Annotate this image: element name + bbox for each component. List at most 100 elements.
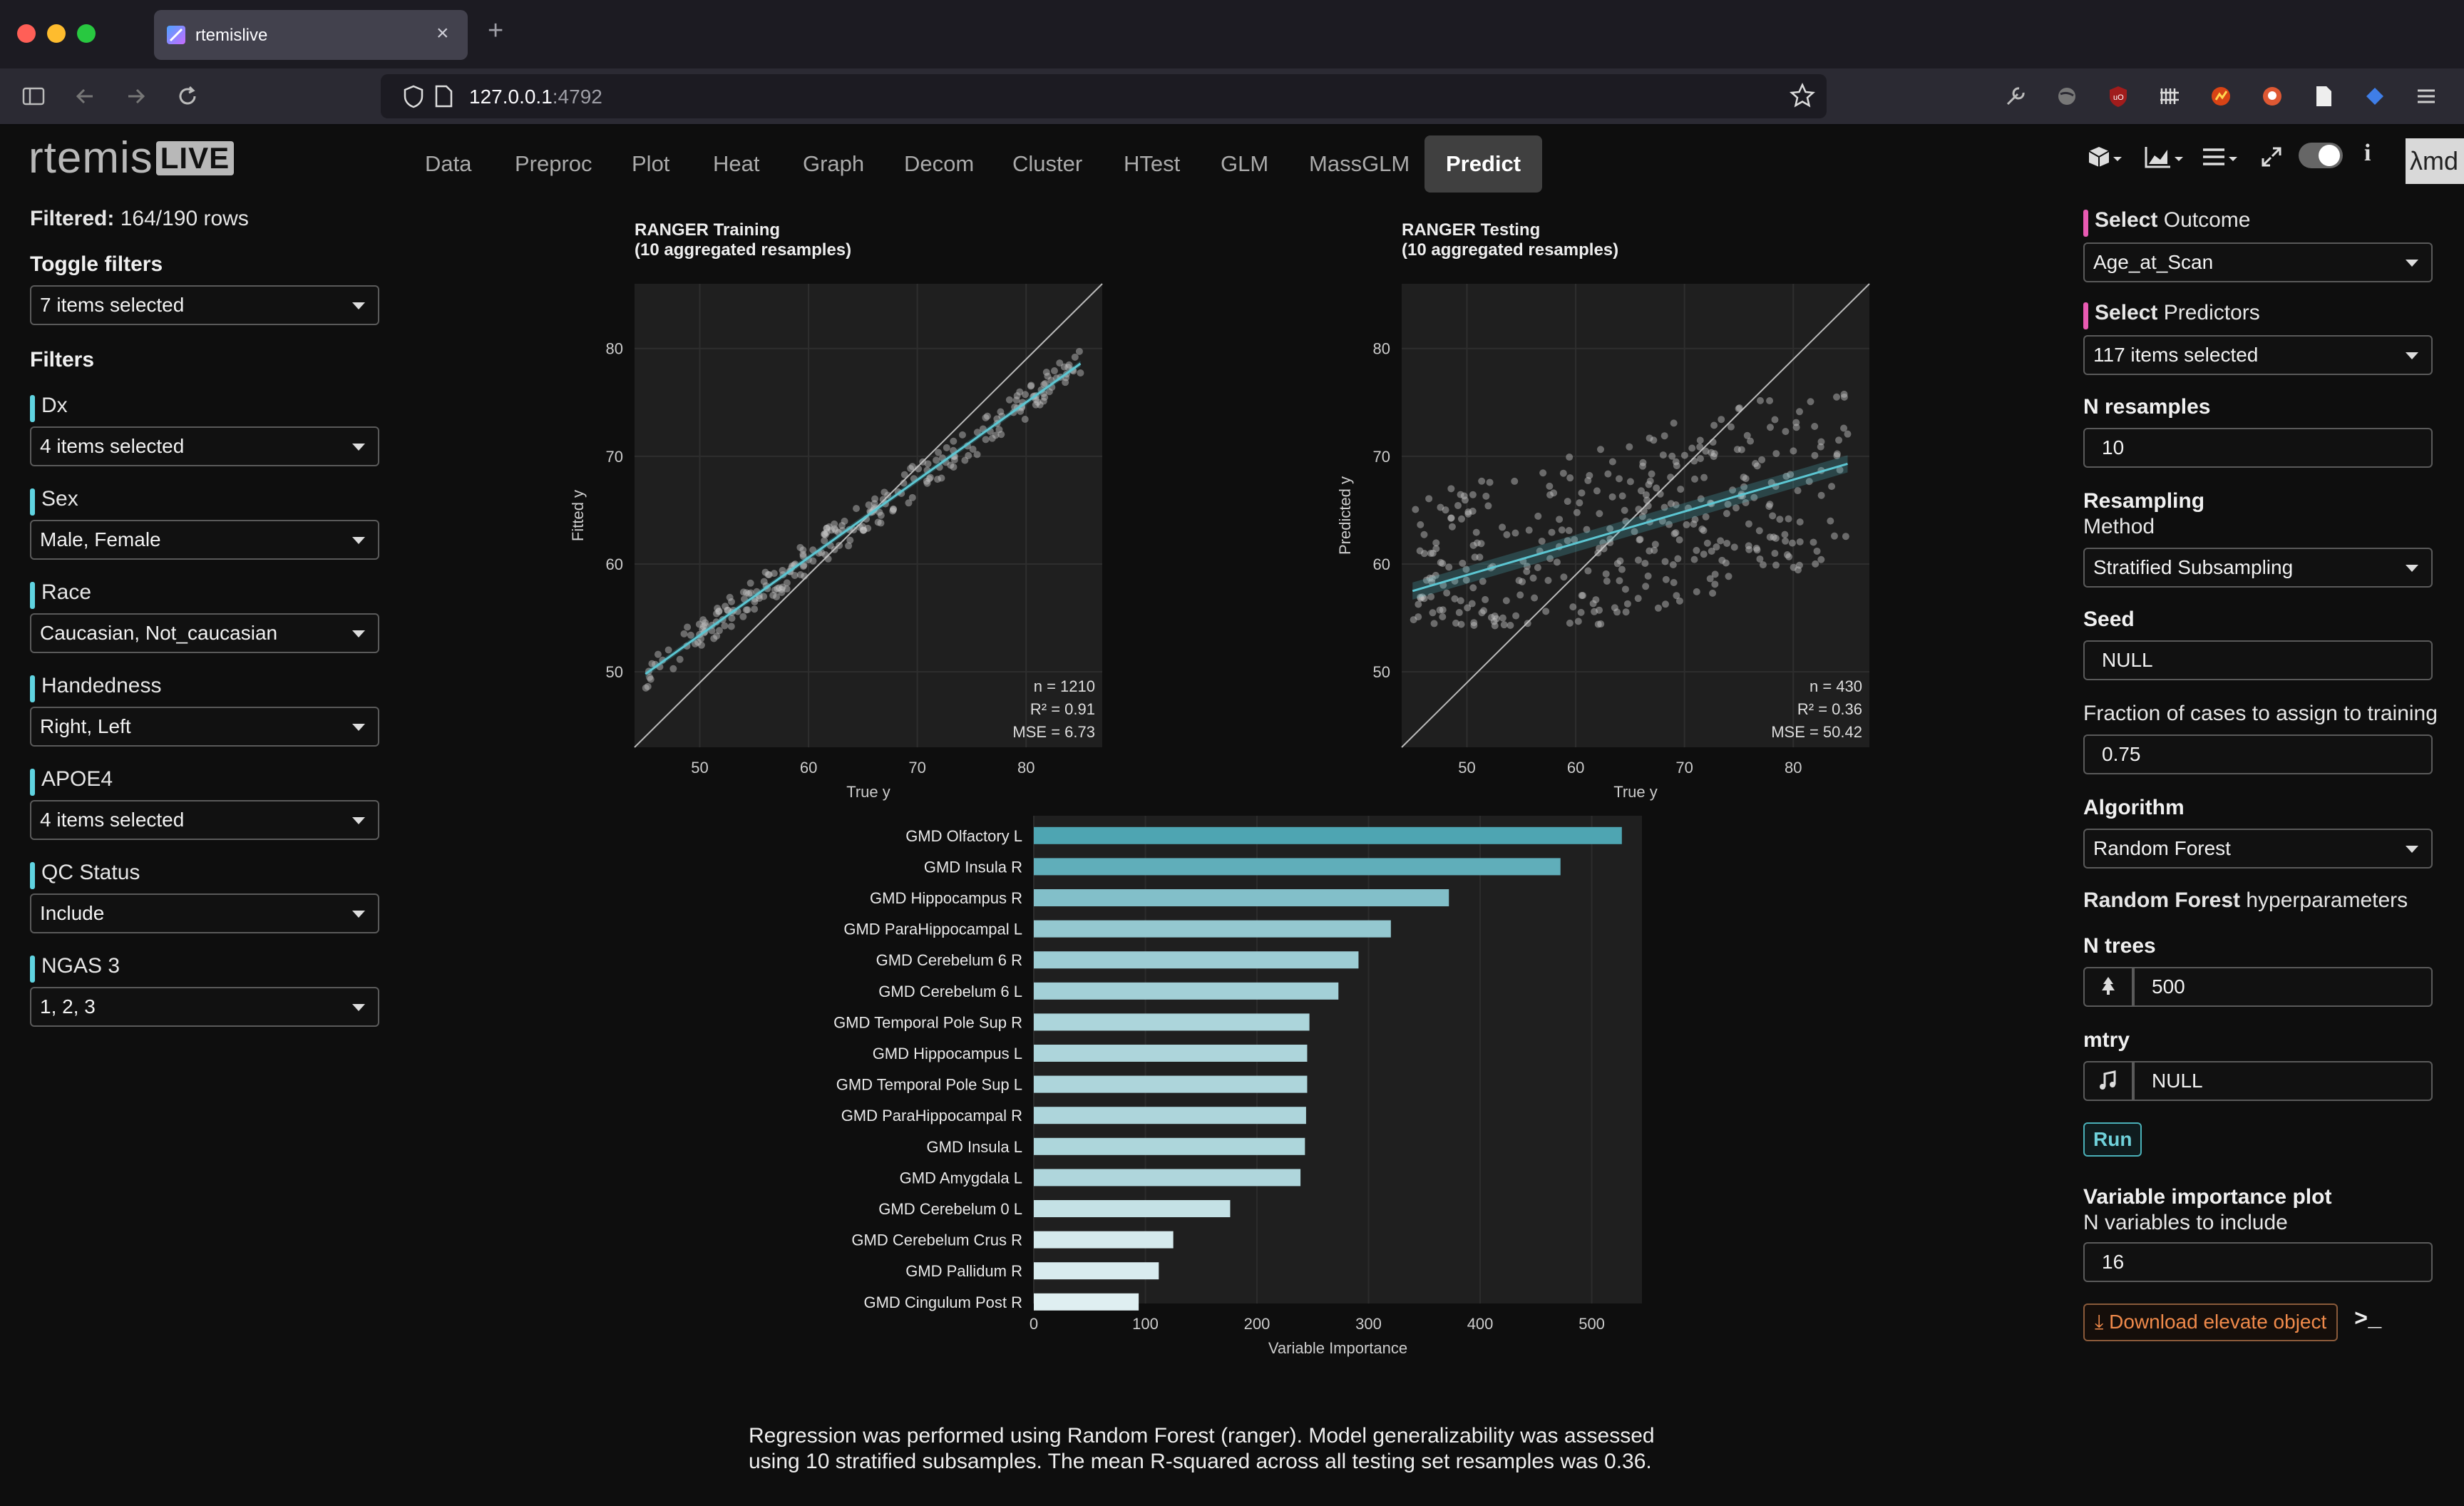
tab-heat[interactable]: Heat bbox=[713, 151, 760, 176]
data-point bbox=[1771, 550, 1779, 558]
tab-graph[interactable]: Graph bbox=[803, 151, 865, 176]
chart-extension-icon[interactable] bbox=[2209, 84, 2233, 108]
data-point bbox=[1017, 407, 1025, 415]
data-point bbox=[1794, 487, 1802, 495]
url-bar[interactable]: 127.0.0.1:4792 bbox=[381, 74, 1827, 118]
close-window-button[interactable] bbox=[17, 24, 36, 43]
bar-category-label: GMD Hippocampus R bbox=[870, 889, 1022, 907]
toggle-filters-select[interactable]: 7 items selected bbox=[30, 285, 379, 325]
data-point bbox=[938, 474, 945, 482]
tab-htest[interactable]: HTest bbox=[1124, 151, 1181, 176]
cube-dropdown-icon[interactable] bbox=[2086, 143, 2125, 174]
rtemis-favicon-icon bbox=[165, 24, 187, 46]
data-point bbox=[1486, 478, 1494, 486]
n-variables-input[interactable]: 16 bbox=[2083, 1242, 2433, 1282]
wrench-icon[interactable] bbox=[2003, 84, 2028, 108]
data-point bbox=[961, 456, 969, 464]
maximize-window-button[interactable] bbox=[77, 24, 96, 43]
data-point bbox=[821, 531, 828, 538]
n-trees-label: N trees bbox=[2083, 934, 2156, 958]
list-dropdown-icon[interactable] bbox=[2200, 143, 2243, 174]
hamburger-menu-icon[interactable] bbox=[2414, 84, 2438, 108]
data-point bbox=[1476, 553, 1484, 561]
document-extension-icon[interactable] bbox=[2311, 84, 2336, 108]
filter-select[interactable]: Include bbox=[30, 893, 379, 933]
n-resamples-input[interactable]: 10 bbox=[2083, 428, 2433, 468]
seed-input[interactable]: NULL bbox=[2083, 640, 2433, 680]
browser-tab[interactable]: rtemislive × bbox=[154, 10, 468, 60]
x-tick-label: 50 bbox=[1458, 759, 1475, 777]
data-point bbox=[1493, 615, 1501, 623]
duckduckgo-icon[interactable] bbox=[2260, 84, 2284, 108]
data-point bbox=[1594, 620, 1602, 628]
data-point bbox=[838, 521, 846, 529]
blue-diamond-extension-icon[interactable] bbox=[2363, 84, 2387, 108]
sidebar-toggle-icon[interactable] bbox=[21, 84, 46, 108]
tab-preproc[interactable]: Preproc bbox=[515, 151, 592, 176]
data-point bbox=[1538, 537, 1546, 545]
data-point bbox=[1500, 621, 1508, 629]
filter-select[interactable]: 4 items selected bbox=[30, 426, 379, 466]
outcome-select[interactable]: Age_at_Scan bbox=[2083, 242, 2433, 282]
shield-icon[interactable] bbox=[402, 84, 425, 108]
data-point bbox=[1464, 510, 1472, 518]
data-point bbox=[684, 623, 692, 631]
run-button[interactable]: Run bbox=[2083, 1122, 2142, 1157]
filter-select[interactable]: Caucasian, Not_caucasian bbox=[30, 613, 379, 653]
filter-select[interactable]: Right, Left bbox=[30, 707, 379, 747]
data-point bbox=[1753, 546, 1761, 554]
data-point bbox=[1452, 619, 1460, 627]
bar-category-label: GMD ParaHippocampal L bbox=[843, 921, 1022, 938]
data-point bbox=[1670, 530, 1678, 538]
info-icon[interactable]: i bbox=[2364, 140, 2371, 166]
tree-icon bbox=[2083, 967, 2133, 1007]
resampling-method-select[interactable]: Stratified Subsampling bbox=[2083, 548, 2433, 588]
mtry-input[interactable]: NULL bbox=[2133, 1061, 2433, 1101]
tab-plot[interactable]: Plot bbox=[632, 151, 670, 176]
back-arrow-icon[interactable] bbox=[73, 84, 97, 108]
data-point bbox=[1683, 521, 1690, 528]
data-point bbox=[1420, 595, 1428, 603]
tab-predict[interactable]: Predict bbox=[1424, 135, 1543, 193]
data-point bbox=[1830, 532, 1838, 540]
close-tab-icon[interactable]: × bbox=[436, 21, 449, 45]
filter-select[interactable]: 1, 2, 3 bbox=[30, 987, 379, 1027]
globe-extension-icon[interactable] bbox=[2055, 84, 2079, 108]
minimize-window-button[interactable] bbox=[47, 24, 66, 43]
page-icon[interactable] bbox=[433, 84, 453, 108]
data-point bbox=[796, 543, 804, 551]
download-elevate-button[interactable]: ⤓ Download elevate object bbox=[2083, 1303, 2339, 1341]
data-point bbox=[1606, 539, 1614, 547]
ublock-icon[interactable]: uO bbox=[2106, 84, 2130, 108]
filter-select[interactable]: 4 items selected bbox=[30, 800, 379, 840]
n-trees-input[interactable]: 500 bbox=[2133, 967, 2433, 1007]
data-point bbox=[664, 646, 672, 654]
expand-icon[interactable] bbox=[2259, 144, 2284, 170]
reload-icon[interactable] bbox=[175, 84, 200, 108]
fraction-input[interactable]: 0.75 bbox=[2083, 734, 2433, 774]
tab-data[interactable]: Data bbox=[425, 151, 472, 176]
data-point bbox=[1460, 492, 1468, 500]
importance-bar bbox=[1034, 1200, 1231, 1217]
filter-select[interactable]: Male, Female bbox=[30, 520, 379, 560]
console-icon[interactable]: >_ bbox=[2354, 1306, 2382, 1333]
theme-toggle-switch[interactable] bbox=[2299, 143, 2343, 168]
tab-massglm[interactable]: MassGLM bbox=[1309, 151, 1410, 176]
data-point bbox=[1060, 363, 1068, 371]
fraction-label: Fraction of cases to assign to training bbox=[2083, 702, 2438, 725]
data-point bbox=[1584, 567, 1592, 575]
tab-decom[interactable]: Decom bbox=[904, 151, 975, 176]
algorithm-select[interactable]: Random Forest bbox=[2083, 829, 2433, 869]
data-point bbox=[1416, 547, 1424, 555]
area-chart-dropdown-icon[interactable] bbox=[2143, 143, 2186, 174]
data-point bbox=[821, 531, 829, 539]
bookmark-star-icon[interactable] bbox=[1790, 83, 1815, 108]
new-tab-icon[interactable]: + bbox=[488, 16, 504, 46]
tab-glm[interactable]: GLM bbox=[1221, 151, 1269, 176]
data-point bbox=[654, 650, 662, 658]
tab-cluster[interactable]: Cluster bbox=[1012, 151, 1083, 176]
data-point bbox=[1631, 528, 1638, 536]
grid-extension-icon[interactable] bbox=[2157, 84, 2182, 108]
forward-arrow-icon[interactable] bbox=[124, 84, 148, 108]
predictors-select[interactable]: 117 items selected bbox=[2083, 335, 2433, 375]
